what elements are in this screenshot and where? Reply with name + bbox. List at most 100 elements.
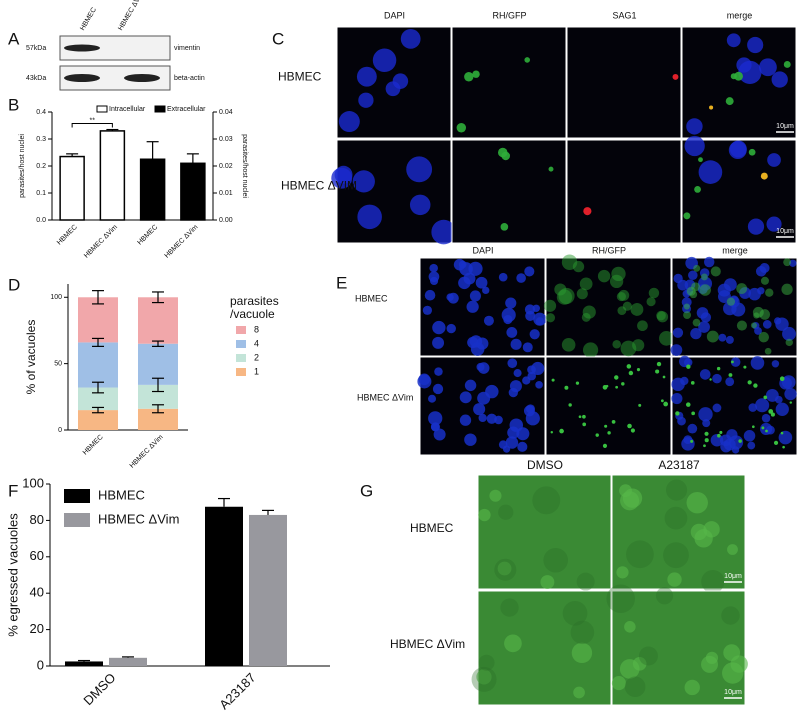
cell-signal	[718, 333, 727, 342]
cell-signal	[779, 376, 785, 382]
cell-signal	[562, 600, 588, 626]
cell-signal	[690, 439, 694, 443]
cell-signal	[417, 374, 432, 389]
micrograph	[545, 356, 672, 456]
cell-signal	[615, 385, 619, 389]
cell-signal	[464, 379, 477, 392]
cell-signal	[550, 431, 554, 434]
cell-signal	[683, 303, 690, 310]
cell-signal	[710, 433, 724, 447]
cell-signal	[686, 364, 691, 369]
cell-signal	[406, 156, 433, 183]
cell-signal	[726, 429, 738, 441]
cell-signal	[432, 383, 444, 395]
bar	[109, 657, 147, 666]
y-tick-label: 0.1	[36, 190, 46, 197]
cell-signal	[430, 422, 441, 432]
cell-signal	[704, 431, 709, 436]
cell-signal	[767, 153, 781, 167]
row-label: HBMEC ΔVim	[390, 637, 465, 651]
cell-signal	[692, 318, 701, 327]
cell-signal	[691, 411, 696, 416]
cell-signal	[612, 339, 621, 349]
cell-signal	[494, 558, 517, 581]
cell-signal	[754, 327, 762, 335]
cell-signal	[698, 160, 723, 184]
cell-signal	[761, 413, 771, 423]
cell-signal	[686, 118, 703, 135]
cell-signal	[501, 307, 516, 323]
y-tick-label: 0.4	[36, 109, 46, 116]
cell-signal	[781, 283, 793, 295]
cell-signal	[655, 587, 674, 605]
scale-label: 10μm	[724, 573, 742, 580]
significance-bracket	[71, 123, 113, 128]
y2-axis-label: parasites/host nuclei	[241, 134, 248, 198]
cell-signal	[734, 71, 743, 81]
cell-signal	[532, 486, 561, 515]
blot-band	[64, 74, 100, 82]
cell-signal	[489, 489, 502, 502]
y-tick-label: 0	[58, 427, 62, 434]
cell-signal	[684, 679, 700, 696]
column-label: DAPI	[472, 245, 493, 255]
legend-title: parasites	[230, 294, 279, 308]
cell-signal	[516, 273, 526, 283]
y-tick-label: 0.2	[36, 163, 46, 170]
cell-signal	[771, 360, 780, 368]
legend-swatch	[236, 354, 246, 362]
cell-signal	[725, 97, 734, 106]
cell-signal	[504, 634, 522, 653]
cell-signal	[743, 365, 747, 369]
cell-signal	[606, 584, 635, 614]
cell-signal	[722, 662, 744, 684]
cell-signal	[738, 439, 742, 443]
cell-signal	[469, 290, 481, 302]
cell-signal	[527, 371, 536, 381]
cell-signal	[673, 273, 683, 284]
cell-signal	[564, 385, 569, 390]
cell-signal	[691, 282, 701, 292]
cell-signal	[622, 488, 643, 508]
cell-signal	[620, 340, 637, 357]
cell-signal	[561, 338, 576, 352]
cell-signal	[698, 157, 703, 163]
cell-signal	[765, 429, 768, 433]
cell-signal	[723, 644, 741, 662]
cell-signal	[471, 666, 497, 692]
cell-signal	[400, 28, 421, 49]
panel-label: G	[360, 481, 373, 500]
row-label: HBMEC	[410, 521, 454, 535]
legend-swatch	[236, 326, 246, 334]
column-label: SAG1	[612, 10, 636, 20]
cell-signal	[478, 508, 491, 522]
blot-protein: beta-actin	[174, 75, 205, 82]
cell-signal	[575, 381, 580, 385]
cell-signal	[755, 398, 770, 413]
cell-signal	[624, 676, 646, 698]
scale-label: 10μm	[776, 123, 794, 130]
cell-signal	[684, 358, 693, 367]
y-tick-label: 80	[30, 512, 44, 527]
cell-signal	[568, 403, 572, 407]
cell-signal	[675, 411, 680, 416]
cell-signal	[747, 380, 752, 385]
cell-signal	[782, 445, 785, 449]
y2-tick-label: 0.00	[219, 217, 233, 224]
cell-signal	[464, 433, 477, 446]
column-label: RH/GFP	[592, 245, 626, 255]
cell-signal	[655, 369, 660, 374]
cell-signal	[656, 310, 666, 321]
cell-signal	[551, 378, 555, 382]
legend-label: 8	[254, 324, 259, 334]
cell-signal	[431, 219, 456, 245]
cell-signal	[663, 542, 689, 569]
legend-swatch	[236, 368, 246, 376]
cell-signal	[778, 430, 793, 445]
column-label: merge	[727, 10, 753, 20]
column-label: DMSO	[527, 458, 563, 472]
y-tick-label: 0.3	[36, 136, 46, 143]
cell-signal	[703, 521, 720, 538]
bar	[139, 158, 166, 221]
micrograph	[566, 139, 682, 244]
